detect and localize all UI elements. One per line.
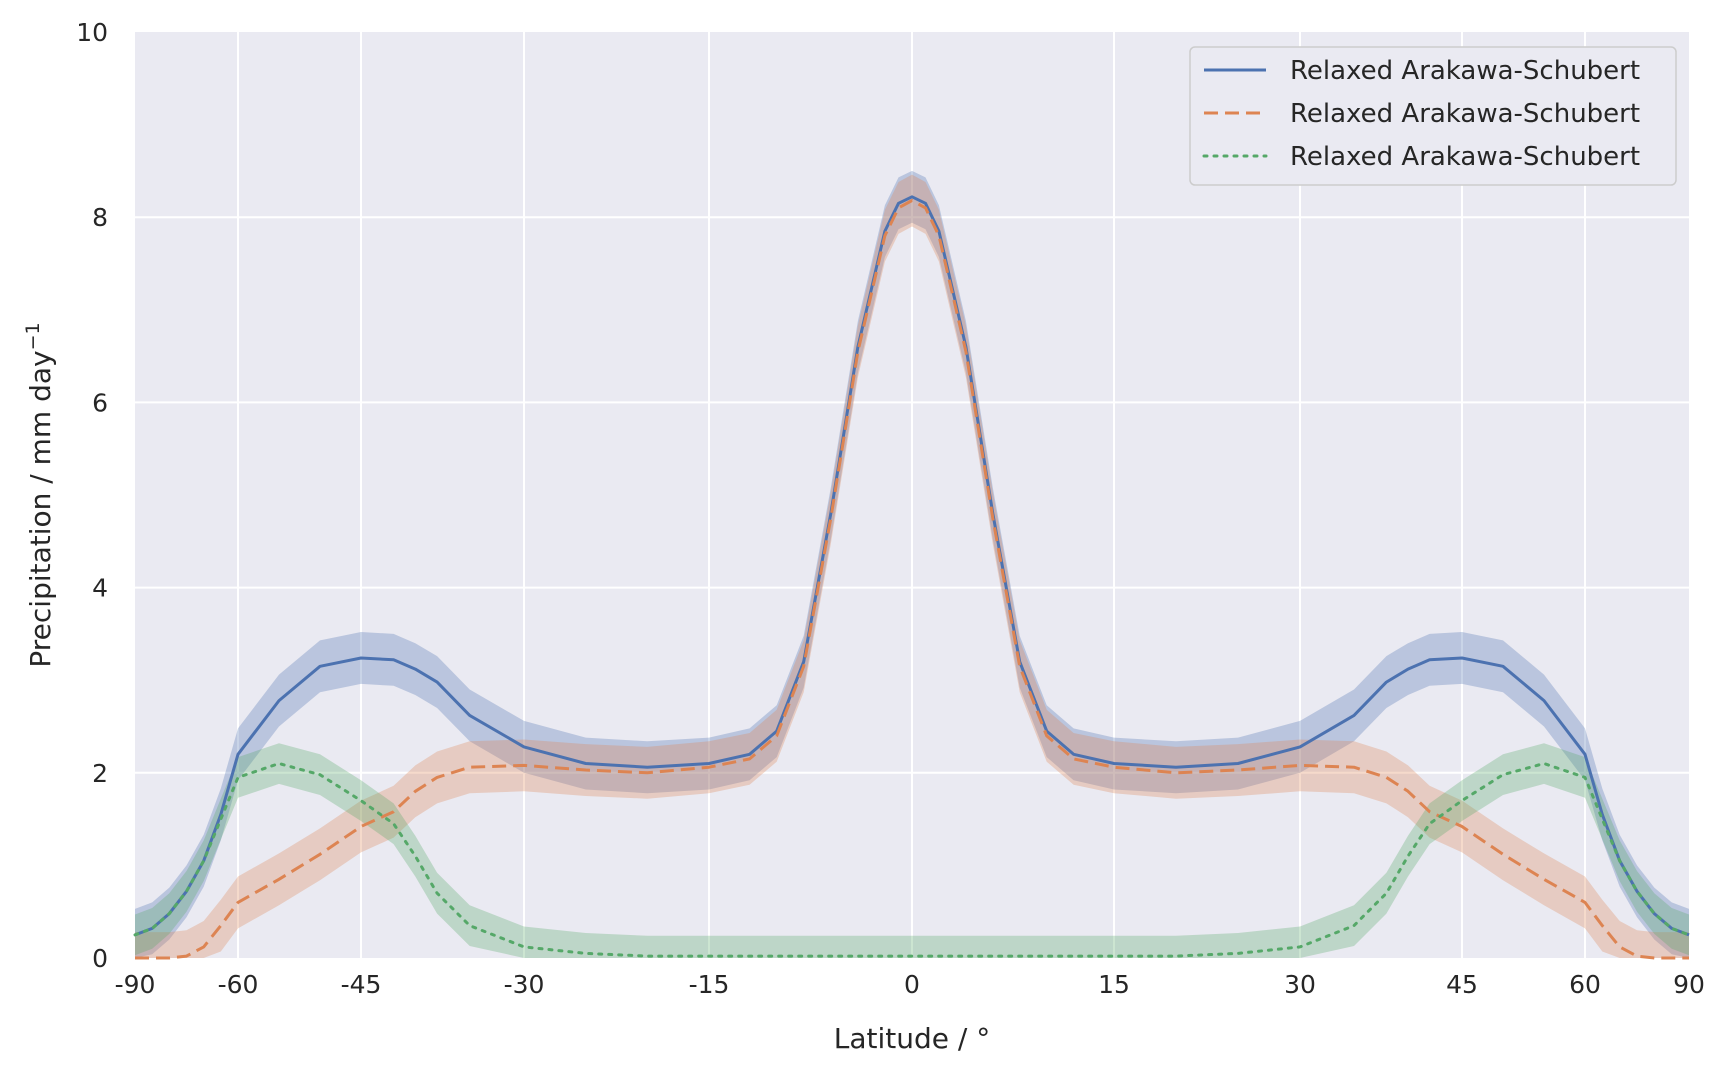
series-band-1	[135, 170, 1689, 958]
x-tick-label: -60	[218, 970, 259, 999]
legend: Relaxed Arakawa-Schubert Relaxed Arakawa-…	[1189, 46, 1677, 186]
y-tick-label: 8	[92, 203, 108, 232]
x-tick-label: 30	[1284, 970, 1316, 999]
x-tick-label: -15	[689, 970, 730, 999]
x-tick-labels: -90 -60 -45 -30 -15 0 15 30 45 60 90	[115, 970, 1705, 999]
y-tick-label: 0	[92, 944, 108, 973]
series-line-3	[133, 762, 1691, 958]
x-axis-label: Latitude / °	[834, 1022, 990, 1055]
legend-label-3: Relaxed Arakawa-Schubert	[1290, 142, 1640, 172]
legend-frame	[1189, 46, 1677, 186]
x-tick-label: 0	[904, 970, 920, 999]
series-band-3	[135, 743, 1689, 958]
x-tick-label: 45	[1446, 970, 1478, 999]
legend-label-2: Relaxed Arakawa-Schubert	[1290, 99, 1640, 129]
series-band-2	[135, 174, 1689, 959]
x-tick-label: -90	[115, 970, 156, 999]
x-tick-label: 60	[1569, 970, 1601, 999]
y-axis-label-text: Precipitation / mm day	[24, 350, 57, 667]
gridlines	[135, 32, 1689, 958]
x-tick-label: -45	[341, 970, 382, 999]
legend-label-1: Relaxed Arakawa-Schubert	[1290, 56, 1640, 86]
uncertainty-bands	[135, 170, 1689, 959]
y-axis-label-superscript: −1	[22, 322, 44, 350]
y-tick-label: 4	[92, 574, 108, 603]
y-axis-label: Precipitation / mm day−1	[22, 322, 57, 667]
series-line-2	[135, 199, 1689, 960]
y-tick-labels: 0 2 4 6 8 10	[76, 18, 108, 973]
y-tick-label: 2	[92, 759, 108, 788]
series-line-1	[134, 195, 1690, 937]
y-tick-label: 6	[92, 388, 108, 417]
x-tick-label: 90	[1673, 970, 1705, 999]
x-tick-label: -30	[504, 970, 545, 999]
series-lines	[133, 195, 1691, 960]
x-tick-label: 15	[1098, 970, 1130, 999]
y-tick-label: 10	[76, 18, 108, 47]
